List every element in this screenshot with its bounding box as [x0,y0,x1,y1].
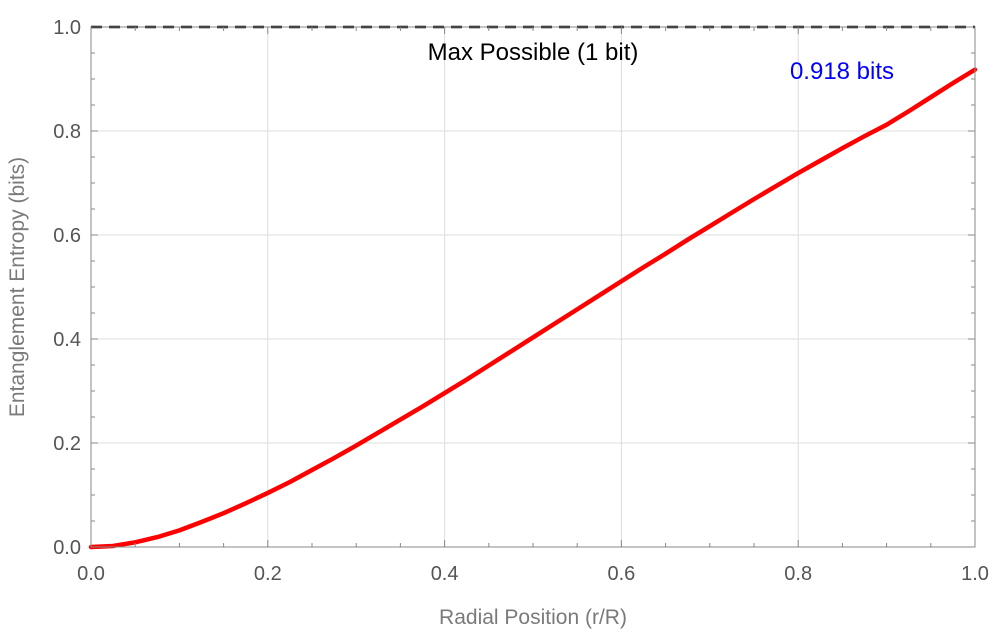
series-group [88,67,978,550]
entropy-series-line [88,67,978,550]
y-tick-labels: 0.0 0.2 0.4 0.6 0.8 1.0 [53,17,81,559]
x-tick-labels: 0.0 0.2 0.4 0.6 0.8 1.0 [77,563,989,585]
y-tick-label: 0.8 [53,121,81,143]
y-tick-label: 0.4 [53,329,81,351]
x-tick-label: 0.2 [254,563,282,585]
x-tick-label: 0.0 [77,563,105,585]
end-value-label: 0.918 bits [790,58,894,85]
y-tick-label: 0.6 [53,225,81,247]
x-tick-label: 0.6 [607,563,635,585]
reference-line-label: Max Possible (1 bit) [428,39,639,66]
x-tick-label: 0.8 [784,563,812,585]
x-tick-label: 0.4 [431,563,459,585]
y-tick-label: 0.2 [53,433,81,455]
plot-frame [90,26,976,548]
y-tick-label: 0.0 [53,537,81,559]
y-tick-label: 1.0 [53,17,81,39]
x-tick-label: 1.0 [961,563,989,585]
tick-marks [90,26,976,548]
grid-lines [90,26,976,548]
x-axis-label: Radial Position (r/R) [439,606,627,629]
y-axis-label: Entanglement Entropy (bits) [6,157,29,417]
